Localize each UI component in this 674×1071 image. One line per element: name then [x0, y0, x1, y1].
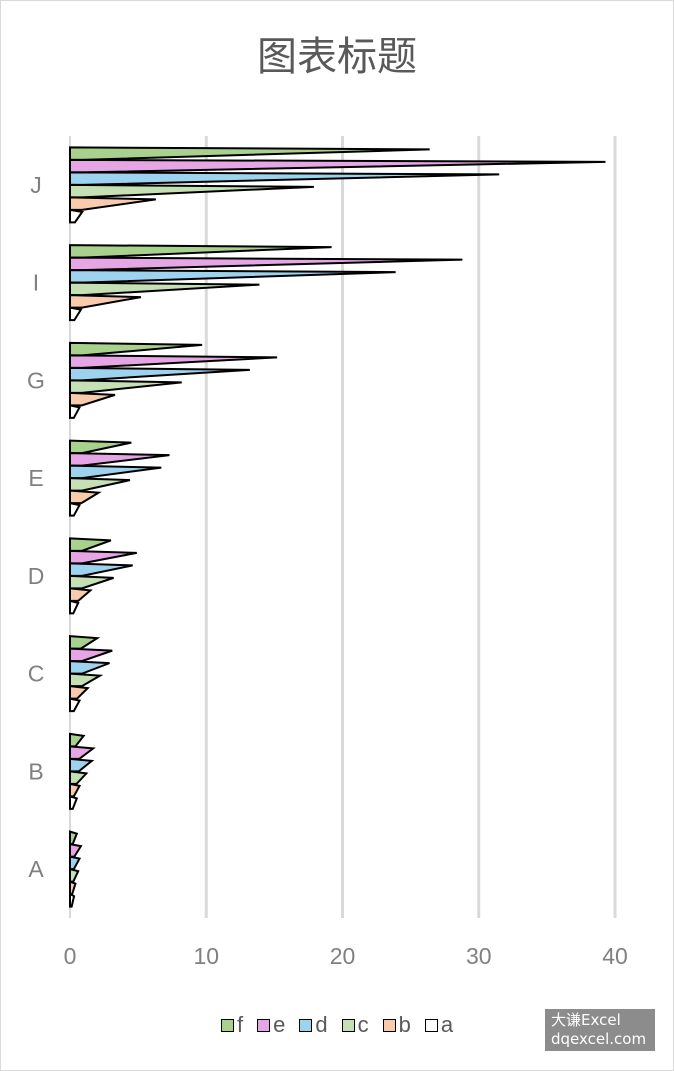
- bar-c-D: [69, 574, 114, 590]
- bar-e-C: [69, 647, 113, 663]
- bar-f-C: [69, 635, 101, 650]
- bar-f-J: [69, 146, 430, 161]
- x-tick-label: 20: [330, 943, 356, 969]
- bar-b-B: [69, 782, 82, 798]
- bar-e-B: [69, 745, 96, 760]
- bar-d-B: [69, 757, 95, 773]
- watermark: 大谦Excel dqexcel.com: [545, 1009, 655, 1051]
- legend-label: a: [440, 1012, 454, 1037]
- category-label: A: [28, 856, 44, 882]
- legend-swatch: [382, 1018, 396, 1032]
- bar-e-J: [69, 158, 606, 174]
- x-tick-label: 40: [602, 943, 628, 969]
- bar-f-B: [69, 732, 86, 748]
- category-label: G: [27, 367, 45, 393]
- legend-swatch: [299, 1018, 313, 1032]
- legend-item-e: e: [257, 1012, 285, 1038]
- bar-e-D: [69, 549, 137, 565]
- bar-b-E: [69, 489, 102, 505]
- category-label: B: [28, 758, 43, 784]
- category-label: E: [28, 465, 43, 491]
- legend-label: c: [357, 1012, 369, 1037]
- legend-label: e: [273, 1012, 286, 1037]
- bar-f-D: [69, 537, 112, 552]
- category-label: C: [28, 661, 45, 687]
- legend-swatch: [424, 1018, 438, 1032]
- bar-c-J: [69, 183, 314, 199]
- bar-e-G: [69, 354, 278, 369]
- bar-d-E: [69, 464, 162, 480]
- bar-c-I: [69, 281, 260, 297]
- bar-c-A: [69, 867, 80, 883]
- bar-d-D: [69, 562, 133, 577]
- bar-c-G: [69, 379, 182, 394]
- category-label: J: [30, 172, 42, 198]
- x-tick-label: 0: [64, 943, 77, 969]
- bar-c-E: [69, 477, 131, 492]
- legend-item-a: a: [424, 1012, 454, 1038]
- category-label: D: [28, 563, 45, 589]
- bar-a-E: [69, 501, 82, 517]
- legend-item-f: f: [220, 1012, 244, 1038]
- bar-b-J: [69, 196, 156, 211]
- bar-f-G: [69, 341, 203, 357]
- bar-a-A: [69, 892, 76, 908]
- bar-b-D: [69, 587, 93, 602]
- legend-item-c: c: [341, 1012, 369, 1038]
- x-tick-label: 30: [466, 943, 492, 969]
- watermark-line2: dqexcel.com: [551, 1030, 647, 1048]
- bar-a-B: [69, 795, 79, 810]
- bar-a-J: [69, 208, 84, 224]
- legend-swatch: [257, 1018, 271, 1032]
- legend-label: d: [315, 1012, 328, 1037]
- bar-d-A: [69, 855, 82, 871]
- watermark-line1: 大谦Excel: [551, 1011, 621, 1029]
- bar-d-C: [69, 660, 110, 675]
- legend-item-d: d: [299, 1012, 328, 1038]
- bar-f-E: [69, 439, 132, 455]
- bar-f-A: [69, 830, 79, 846]
- bar-b-C: [69, 685, 90, 700]
- bar-a-C: [69, 697, 82, 713]
- legend-swatch: [341, 1018, 355, 1032]
- legend-label: f: [236, 1012, 244, 1037]
- legend-item-b: b: [382, 1012, 411, 1038]
- bar-b-I: [69, 294, 142, 309]
- bar-a-D: [69, 599, 80, 615]
- bar-a-I: [69, 306, 83, 322]
- bar-f-I: [69, 244, 332, 259]
- chart-title: 图表标题: [257, 34, 417, 80]
- bar-c-C: [69, 672, 104, 688]
- bar-a-G: [69, 404, 82, 419]
- bar-b-A: [69, 880, 77, 896]
- bar-b-G: [69, 391, 116, 407]
- chart-plot: 0 10 20 30 40 A B C D E G I J: [27, 136, 628, 969]
- x-tick-label: 10: [193, 943, 219, 969]
- bar-e-I: [69, 256, 463, 272]
- category-label: I: [33, 270, 39, 296]
- bar-e-E: [69, 452, 170, 467]
- bar-c-B: [69, 770, 89, 785]
- legend-swatch: [220, 1018, 234, 1032]
- bar-d-I: [69, 269, 396, 284]
- bar-d-J: [69, 171, 500, 186]
- legend-label: b: [398, 1012, 411, 1037]
- bar-e-A: [69, 842, 83, 858]
- bar-d-G: [69, 366, 250, 382]
